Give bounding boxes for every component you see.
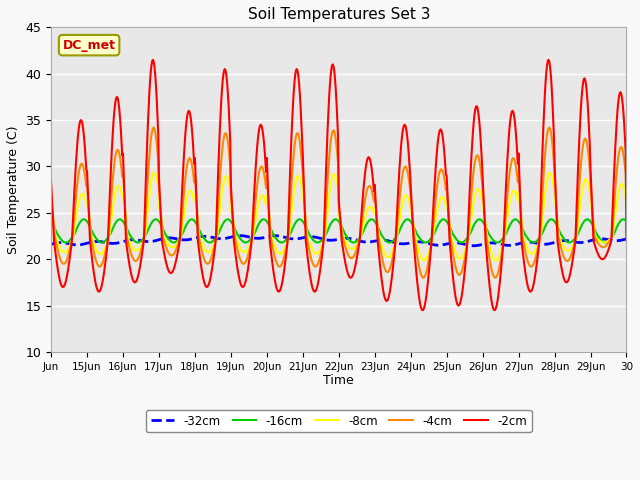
Text: DC_met: DC_met (63, 39, 116, 52)
-8cm (623, 233, 630, 239)
-2cm (47, 180, 55, 185)
-8cm (517, 211, 525, 216)
-2cm (623, 238, 630, 243)
-16cm (56, 235, 64, 241)
-16cm (224, 216, 232, 222)
-32cm (174, 236, 182, 242)
-2cm (149, 57, 157, 63)
Title: Soil Temperatures Set 3: Soil Temperatures Set 3 (248, 7, 430, 22)
-16cm (534, 237, 542, 242)
Line: -8cm: -8cm (51, 173, 627, 260)
-32cm (623, 236, 630, 242)
-4cm (534, 248, 541, 253)
-16cm (127, 233, 134, 239)
-32cm (461, 241, 469, 247)
-32cm (126, 237, 134, 243)
-4cm (623, 233, 630, 239)
-4cm (126, 246, 134, 252)
-8cm (175, 239, 182, 244)
-8cm (56, 245, 64, 251)
-16cm (462, 237, 470, 242)
-32cm (470, 243, 477, 249)
-16cm (47, 218, 55, 224)
-8cm (126, 239, 134, 245)
-2cm (462, 253, 470, 259)
-8cm (47, 204, 55, 210)
-4cm (420, 275, 428, 281)
-8cm (462, 244, 470, 250)
-2cm (534, 250, 542, 256)
-4cm (47, 191, 55, 196)
-32cm (56, 240, 64, 245)
-4cm (461, 252, 469, 257)
Line: -2cm: -2cm (51, 60, 627, 310)
-8cm (150, 170, 158, 176)
X-axis label: Time: Time (323, 374, 354, 387)
-4cm (516, 194, 524, 200)
-8cm (420, 257, 428, 263)
-4cm (174, 242, 182, 248)
Legend: -32cm, -16cm, -8cm, -4cm, -2cm: -32cm, -16cm, -8cm, -4cm, -2cm (146, 410, 531, 432)
-2cm (419, 307, 426, 313)
Line: -4cm: -4cm (51, 128, 627, 278)
-32cm (517, 240, 525, 246)
-16cm (175, 237, 182, 242)
-2cm (517, 218, 525, 224)
-8cm (534, 241, 542, 247)
-32cm (534, 240, 542, 246)
-32cm (236, 233, 244, 239)
-16cm (62, 240, 70, 245)
-4cm (545, 125, 553, 131)
-4cm (56, 256, 64, 262)
-2cm (175, 245, 182, 251)
Y-axis label: Soil Temperature (C): Soil Temperature (C) (7, 125, 20, 254)
-32cm (47, 241, 55, 247)
-2cm (56, 278, 64, 284)
-16cm (517, 222, 525, 228)
Line: -16cm: -16cm (51, 219, 627, 242)
-16cm (623, 218, 630, 224)
Line: -32cm: -32cm (51, 236, 627, 246)
-2cm (126, 264, 134, 270)
